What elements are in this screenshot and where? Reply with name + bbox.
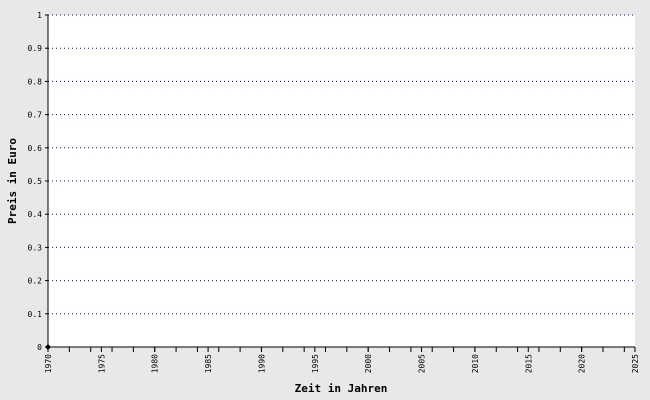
y-tick-label: 0.7 (28, 111, 43, 120)
x-tick-label: 2010 (471, 354, 480, 373)
y-tick-label: 0.3 (28, 243, 43, 252)
x-tick-label: 2005 (418, 354, 427, 373)
x-tick-label: 2020 (578, 354, 587, 373)
y-tick-label: 0.4 (28, 210, 43, 219)
x-axis-title: Zeit in Jahren (295, 382, 388, 395)
x-tick-label: 1985 (204, 354, 213, 373)
y-tick-label: 0 (37, 343, 42, 352)
x-tick-label: 2000 (364, 354, 373, 373)
x-tick-label: 1995 (311, 354, 320, 373)
y-tick-label: 0.5 (28, 177, 43, 186)
plot-area (48, 15, 635, 347)
x-tick-label: 2015 (524, 354, 533, 373)
y-tick-label: 0.1 (28, 310, 43, 319)
point (45, 344, 51, 350)
y-tick-label: 0.2 (28, 277, 43, 286)
y-tick-label: 0.6 (28, 144, 43, 153)
x-tick-label: 1990 (257, 354, 266, 373)
y-axis-title: Preis in Euro (6, 138, 19, 224)
x-tick-label: 1970 (44, 354, 53, 373)
y-tick-label: 0.9 (28, 44, 43, 53)
x-tick-label: 1980 (151, 354, 160, 373)
x-tick-label: 1975 (97, 354, 106, 373)
y-tick-label: 0.8 (28, 77, 43, 86)
y-tick-label: 1 (37, 11, 42, 20)
x-tick-label: 2025 (631, 354, 640, 373)
